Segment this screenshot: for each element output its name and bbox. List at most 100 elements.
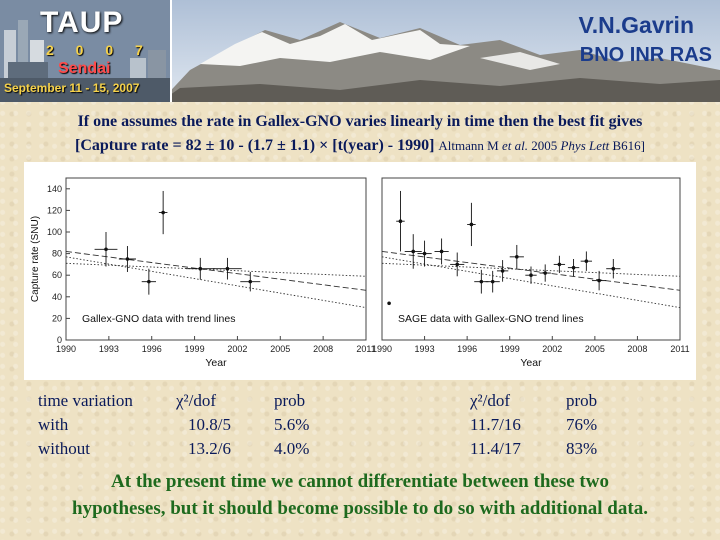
x-tick-label: 1999 [185, 344, 205, 354]
conference-logo: TAUP 2 0 0 7 Sendai September 11 - 15, 2… [0, 0, 172, 102]
y-tick-label: 20 [52, 313, 62, 323]
gallex-prob-with: 5.6% [274, 415, 310, 434]
sage-prob-without: 83% [566, 439, 598, 458]
data-point [198, 266, 203, 271]
trend-line [381, 250, 681, 291]
author-institution: BNO INR RAS [579, 44, 712, 66]
reference: Altmann M et al. 2005 Phys Lett B616] [438, 138, 645, 153]
data-point [147, 279, 151, 284]
x-tick-label: 2008 [627, 344, 647, 354]
prob-header: prob [274, 391, 306, 410]
y-tick-label: 0 [57, 335, 62, 345]
ref-volume: B616] [609, 138, 645, 153]
gallex-chi-column: χ²/dof 10.8/5 13.2/6 [176, 389, 231, 461]
gallex-chi-without: 13.2/6 [188, 439, 231, 458]
chi-header: χ²/dof [470, 391, 511, 410]
trend-line [65, 262, 367, 277]
fit-statement: If one assumes the rate in Gallex-GNO va… [77, 113, 643, 130]
data-point [469, 222, 474, 227]
conclusion-line-1: At the present time we cannot differenti… [111, 471, 609, 492]
y-axis-label: Capture rate (SNU) [30, 216, 41, 302]
conclusion: At the present time we cannot differenti… [0, 468, 720, 522]
data-point [422, 251, 427, 256]
sage-chi-with: 11.7/16 [470, 415, 521, 434]
row-label-header: time variation [38, 391, 133, 410]
author-name: V.N.Gavrin [578, 12, 694, 38]
x-tick-label: 1993 [99, 344, 119, 354]
x-tick-label: 2011 [356, 344, 375, 354]
data-point [455, 262, 460, 267]
data-point [248, 279, 253, 284]
data-point [584, 259, 589, 263]
data-point [479, 279, 484, 284]
row-label-with: with [38, 415, 69, 434]
ref-etal: et al. [501, 138, 528, 153]
x-tick-label: 1990 [372, 344, 392, 354]
data-point [571, 265, 576, 270]
logo-title: TAUP [40, 6, 124, 39]
x-tick-label: 1990 [56, 344, 76, 354]
logo-city: Sendai [58, 60, 111, 77]
x-axis-label: Year [205, 357, 227, 369]
data-point [225, 266, 230, 271]
gallex-prob-column: prob 5.6% 4.0% [274, 389, 309, 461]
trend-line [65, 250, 367, 291]
data-point [543, 271, 547, 275]
data-point [597, 278, 601, 283]
sage-chi-column: χ²/dof 11.7/16 11.4/17 [470, 389, 521, 461]
plot-frame [65, 177, 367, 341]
fit-formula: [Capture rate = 82 ± 10 - (1.7 ± 1.1) × … [75, 137, 435, 154]
data-point [398, 219, 403, 223]
x-tick-label: 2008 [313, 344, 333, 354]
x-tick-label: 2005 [585, 344, 605, 354]
data-point [611, 266, 616, 271]
header-banner: TAUP 2 0 0 7 Sendai September 11 - 15, 2… [0, 0, 720, 102]
conclusion-line-2: hypotheses, but it should become possibl… [72, 498, 648, 519]
data-point [515, 255, 519, 259]
row-labels: time variation with without [38, 389, 133, 461]
logo-dates: September 11 - 15, 2007 [4, 81, 140, 95]
fit-formula-line: [Capture rate = 82 ± 10 - (1.7 ± 1.1) × … [0, 137, 720, 155]
x-tick-label: 2011 [670, 344, 689, 354]
sage-prob-with: 76% [566, 415, 598, 434]
gallex-prob-without: 4.0% [274, 439, 310, 458]
ref-prefix: Altmann M [438, 138, 502, 153]
data-point [557, 262, 562, 267]
y-tick-label: 40 [52, 292, 62, 302]
chart-title: SAGE data with Gallex-GNO trend lines [398, 313, 584, 325]
sage-chi-without: 11.4/17 [470, 439, 521, 458]
data-point [411, 249, 416, 254]
y-tick-label: 80 [52, 249, 62, 259]
gallex-chi-with: 10.8/5 [188, 415, 231, 434]
sage-prob-column: prob 76% 83% [566, 389, 597, 461]
chart-title: Gallex-GNO data with trend lines [82, 313, 235, 325]
data-point [529, 273, 533, 277]
x-axis-label: Year [520, 357, 542, 369]
data-point [387, 301, 391, 306]
plot-background [24, 162, 696, 380]
y-tick-label: 60 [52, 270, 62, 280]
x-tick-label: 2005 [270, 344, 290, 354]
prob-header: prob [566, 391, 598, 410]
chi-header: χ²/dof [176, 391, 217, 410]
x-tick-label: 2002 [542, 344, 562, 354]
data-point [500, 269, 505, 273]
data-point [490, 279, 495, 284]
x-tick-label: 1996 [142, 344, 162, 354]
x-tick-label: 1999 [500, 344, 520, 354]
logo-year: 2 0 0 7 [46, 42, 152, 58]
data-point [439, 249, 444, 254]
plot-frame [381, 177, 681, 341]
data-point [104, 247, 108, 252]
ref-year: 2005 [527, 138, 561, 153]
data-point [161, 210, 165, 215]
trend-plots: 1990 1993 1996 1999 2002 2005 2008 2011 0 20 40 60 8… [24, 162, 696, 380]
y-tick-label: 140 [47, 184, 62, 194]
x-tick-label: 2002 [227, 344, 247, 354]
city-skyline [0, 0, 170, 102]
x-tick-label: 1993 [415, 344, 435, 354]
data-point [125, 257, 130, 261]
ref-journal: Phys Lett [560, 138, 610, 153]
y-tick-label: 120 [47, 205, 62, 215]
y-tick-label: 100 [47, 227, 62, 237]
